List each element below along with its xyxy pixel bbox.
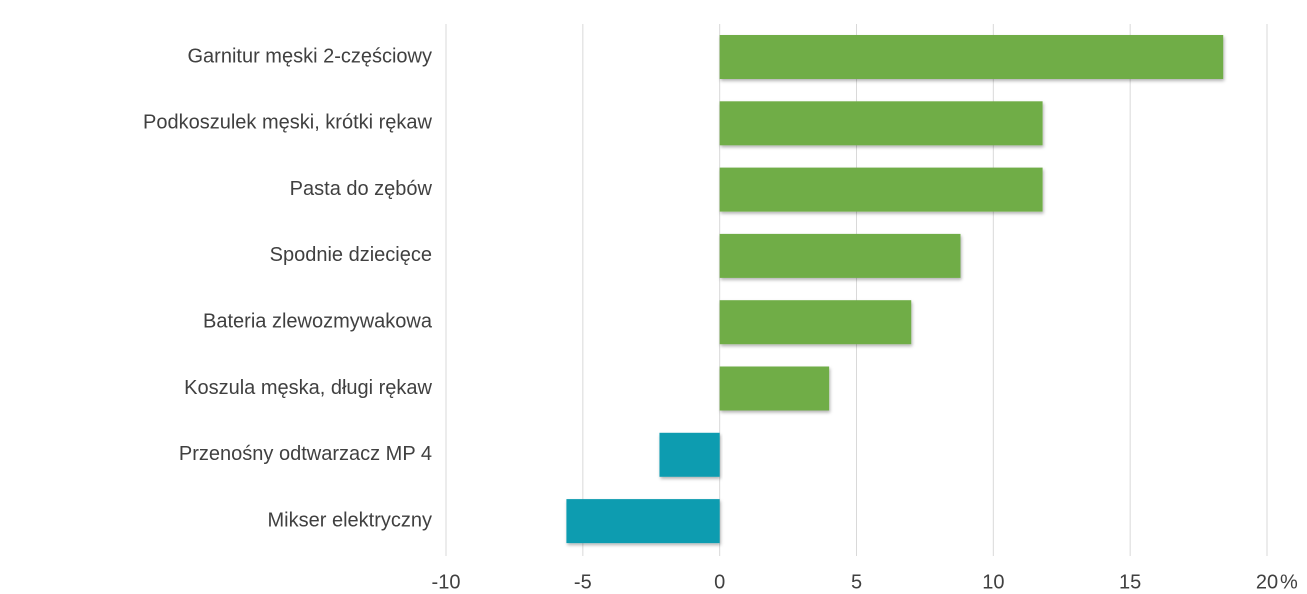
x-tick-label: 10 [982,571,1004,593]
bar [719,167,1043,212]
x-tick-label: 5 [851,571,862,593]
x-tick-label: 15 [1119,571,1141,593]
bar [566,499,720,544]
y-tick-label: Bateria zlewozmywakowa [203,310,433,332]
x-tick-label: 0 [714,571,725,593]
bar [719,233,961,278]
y-tick-label: Przenośny odtwarzacz MP 4 [179,443,432,465]
x-axis-unit: % [1280,571,1298,593]
bar [719,35,1224,79]
x-tick-label: -5 [574,571,592,593]
y-tick-label: Pasta do zębów [290,178,433,200]
bar [719,300,912,345]
y-tick-label: Koszula męska, długi rękaw [184,377,432,399]
bar [719,101,1043,146]
y-tick-label: Spodnie dziecięce [270,244,432,266]
y-tick-label: Mikser elektryczny [268,509,432,531]
bar [659,432,720,477]
y-tick-label: Garnitur męski 2-częściowy [187,45,432,67]
bar [719,366,830,411]
y-tick-label: Podkoszulek męski, krótki rękaw [143,112,433,134]
x-tick-label: -10 [432,571,461,593]
x-tick-label: 20 [1256,571,1278,593]
